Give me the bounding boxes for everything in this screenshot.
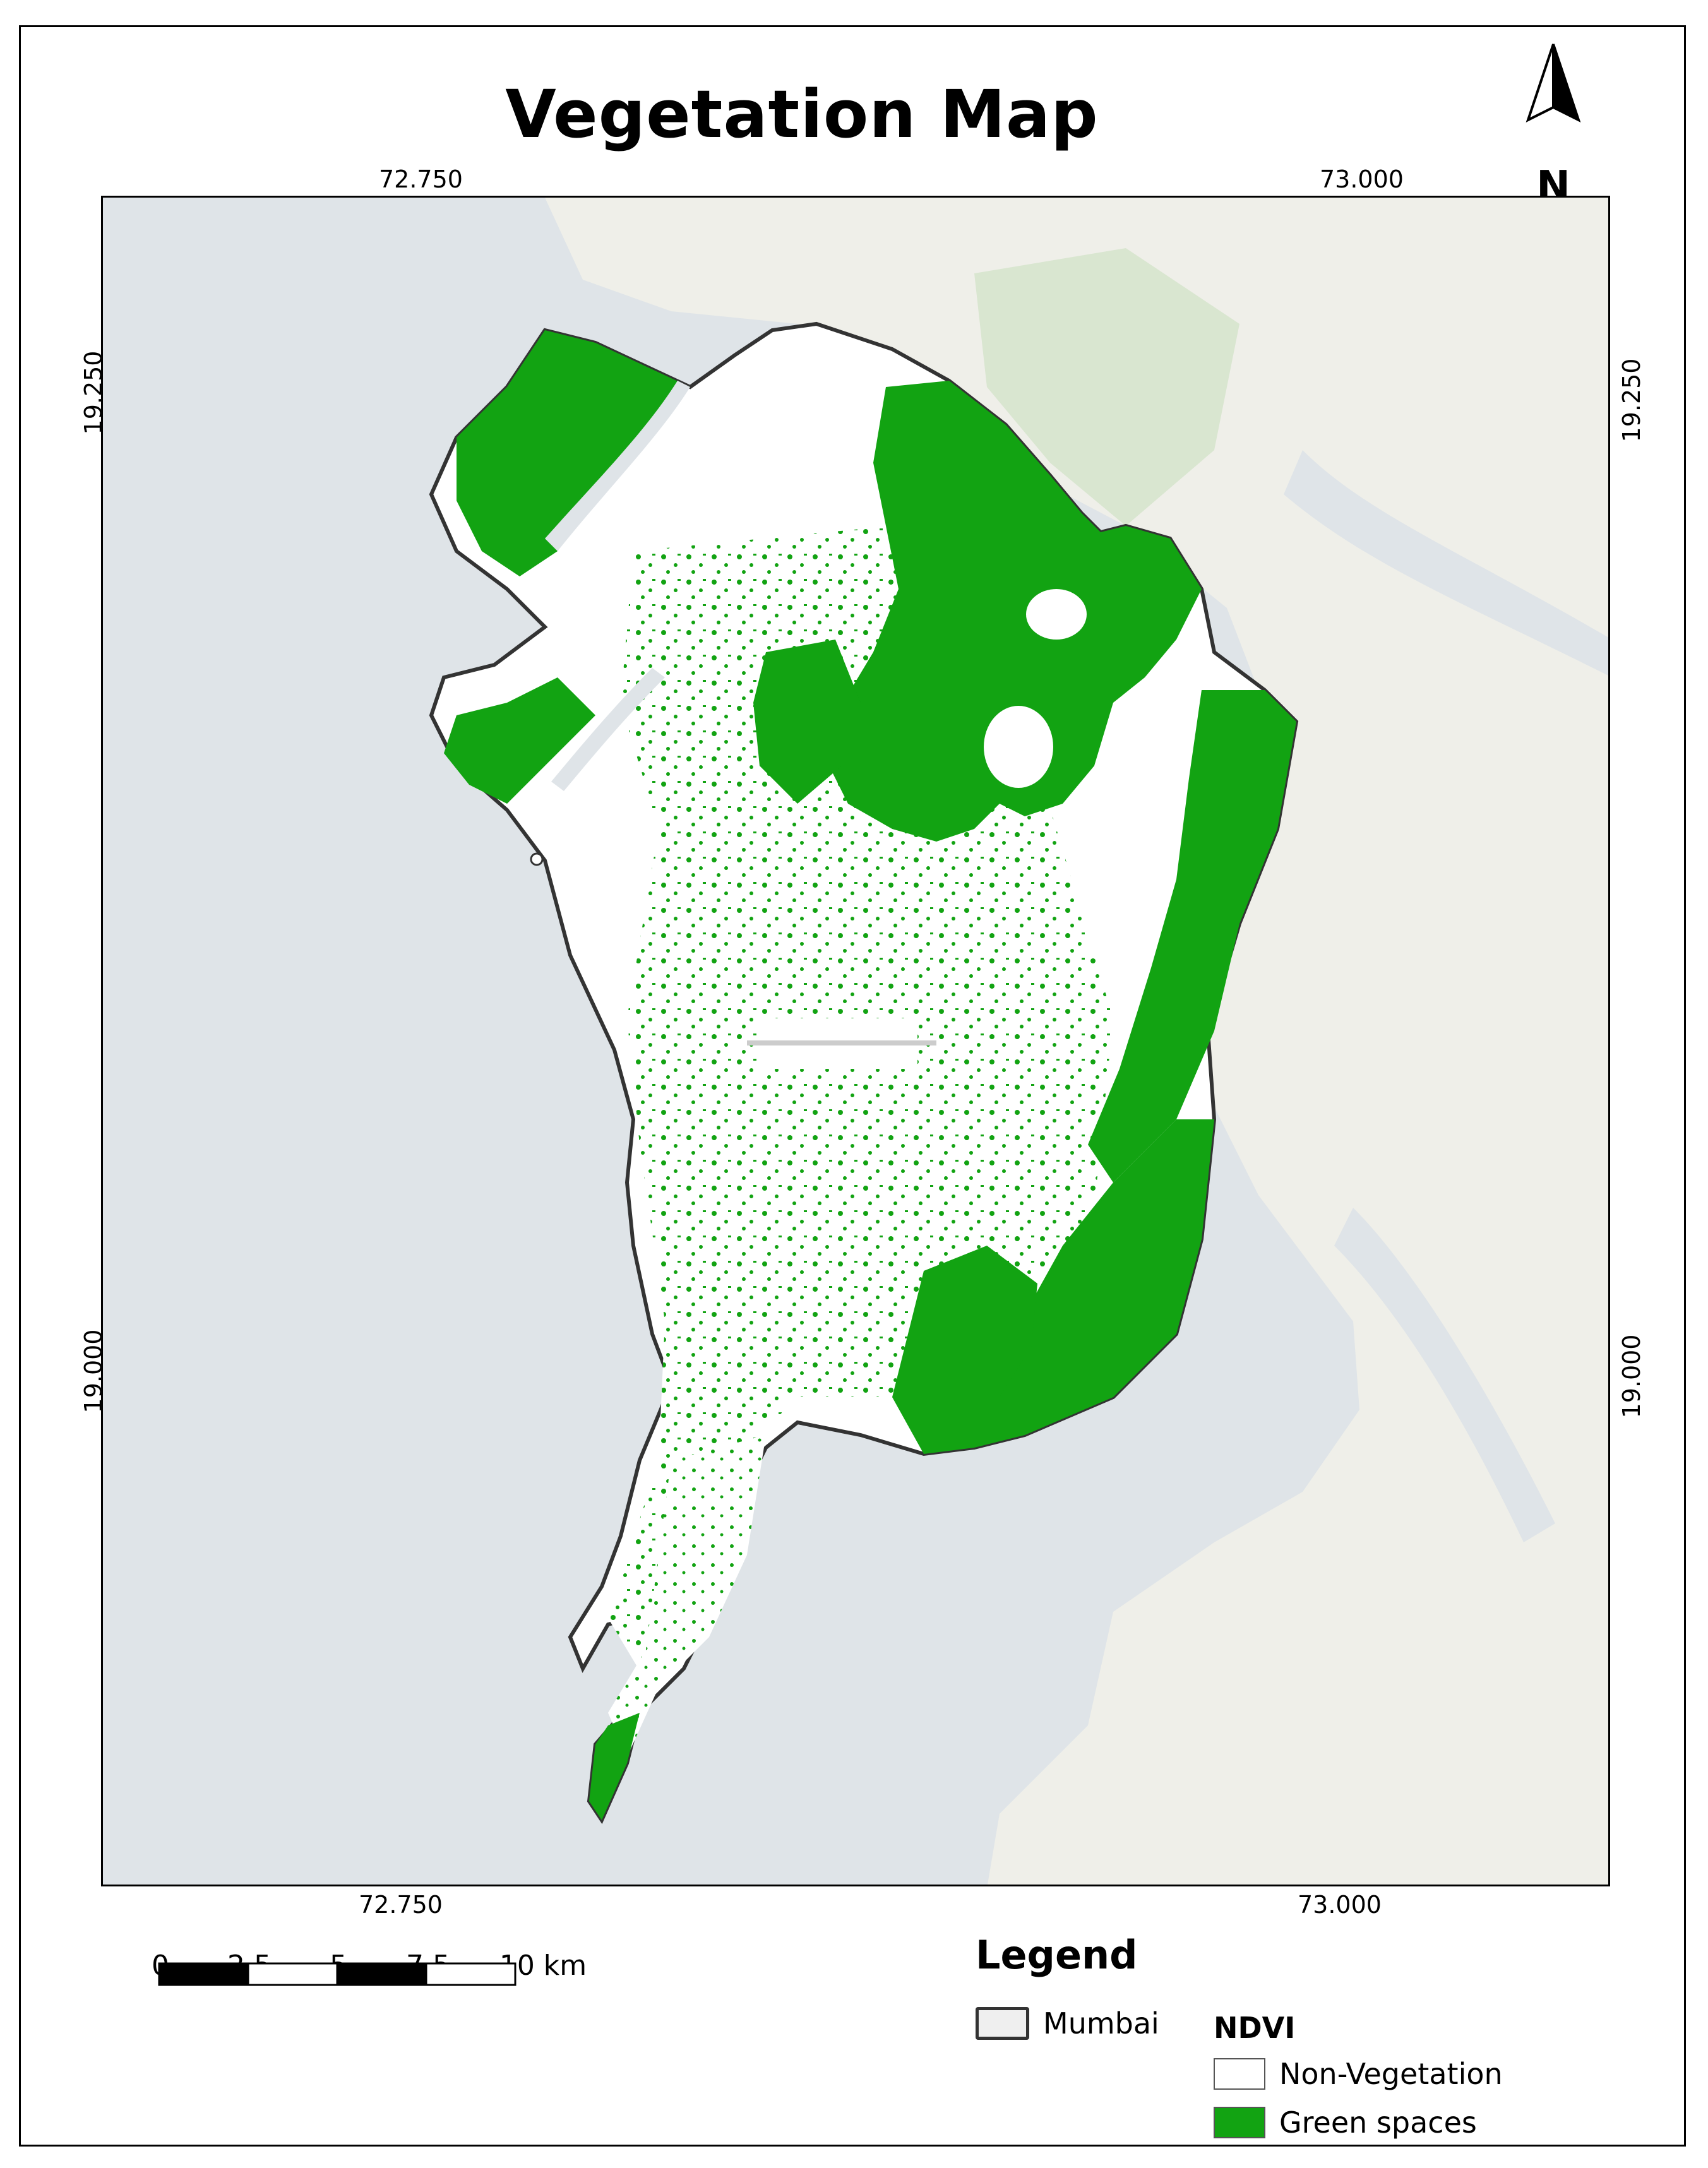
right-latitude-label-1: 19.250 [1618, 358, 1645, 443]
legend-item-mumbai: Mumbai [976, 2006, 1159, 2040]
north-arrow: N [1515, 38, 1591, 210]
malad-creek [551, 668, 665, 791]
legend-item-green-spaces: Green spaces [1214, 2105, 1477, 2140]
top-longitude-label-2: 73.000 [1320, 165, 1404, 193]
bottom-longitude-label-2: 73.000 [1298, 1891, 1382, 1919]
powai-lake [984, 706, 1053, 788]
creek [1284, 450, 1608, 676]
worli-islet [530, 852, 544, 866]
madh-island [444, 677, 595, 804]
top-longitude-label-1: 72.750 [379, 165, 463, 193]
mainland-forest [974, 248, 1239, 526]
aarey-west [753, 640, 861, 804]
legend-label-mumbai: Mumbai [1043, 2006, 1159, 2040]
legend-label-green-spaces: Green spaces [1279, 2105, 1477, 2140]
mumbai-swatch [976, 2007, 1029, 2040]
map-frame[interactable] [101, 196, 1610, 1886]
vihar-lake [1026, 589, 1087, 640]
page-frame [19, 25, 1686, 2147]
left-latitude-label-1: 19.250 [80, 350, 107, 435]
thane-creek-mangroves [974, 1119, 1214, 1448]
navi-creek [1334, 1208, 1555, 1542]
legend-item-non-vegetation: Non-Vegetation [1214, 2057, 1503, 2091]
malabar-hill [589, 1713, 640, 1820]
non-vegetation-swatch [1214, 2058, 1265, 2090]
north-arrow-icon [1526, 44, 1581, 122]
south-vegetation-texture [608, 1435, 766, 1757]
legend-title: Legend [976, 1932, 1138, 1978]
sanjay-gandhi-national-park [829, 381, 1202, 842]
scale-bar [158, 1962, 517, 1986]
airport-runway [747, 1040, 936, 1045]
mainland-east [545, 198, 1608, 1885]
legend-label-non-vegetation: Non-Vegetation [1279, 2057, 1503, 2091]
map-title: Vegetation Map [505, 76, 1099, 153]
east-mangroves [1088, 690, 1296, 1182]
ndvi-title: NDVI [1214, 2011, 1296, 2045]
manori-creek [545, 381, 690, 551]
green-spaces-swatch [1214, 2107, 1265, 2138]
map-canvas [103, 198, 1608, 1885]
trombay-hills [892, 1246, 1037, 1454]
bottom-longitude-label-1: 72.750 [359, 1891, 443, 1919]
right-latitude-label-2: 19.000 [1618, 1334, 1645, 1419]
left-latitude-label-2: 19.000 [80, 1329, 107, 1414]
northwest-mangroves [457, 330, 690, 576]
